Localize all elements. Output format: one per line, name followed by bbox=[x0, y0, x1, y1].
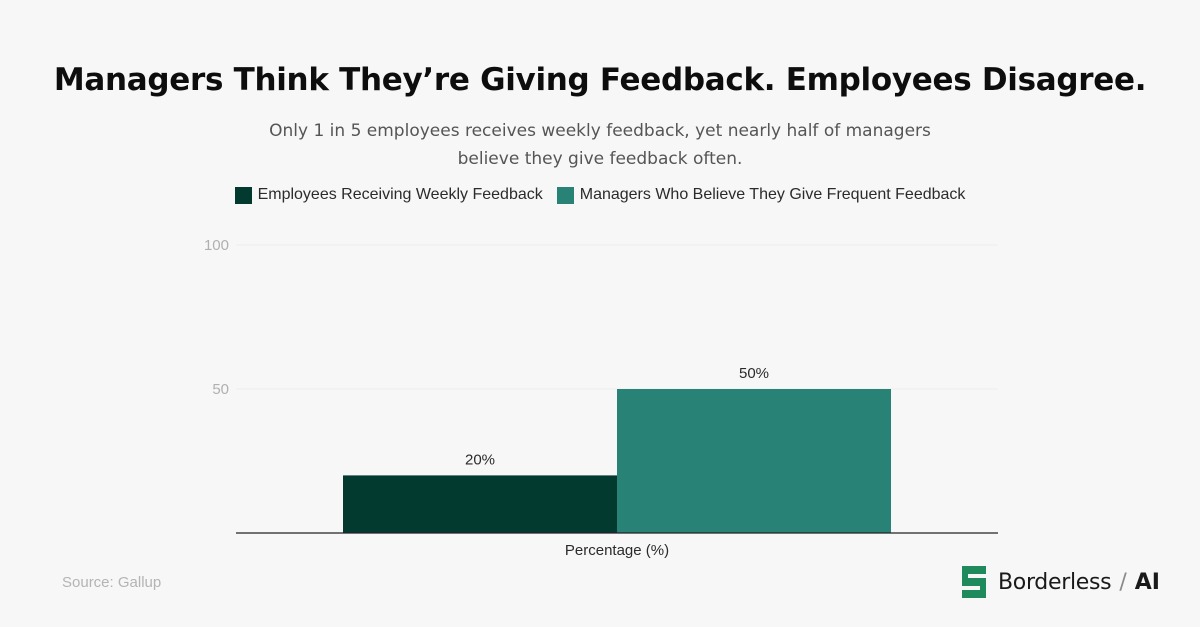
brand-suffix: AI bbox=[1134, 569, 1160, 595]
bar-employees[interactable] bbox=[343, 475, 617, 533]
page-subtitle: Only 1 in 5 employees receives weekly fe… bbox=[250, 117, 950, 173]
data-label-employees: 20% bbox=[465, 451, 495, 468]
borderless-logo-icon bbox=[962, 566, 986, 598]
legend-swatch-managers bbox=[556, 186, 574, 204]
subtitle-line-1: Only 1 in 5 employees receives weekly fe… bbox=[269, 121, 931, 141]
legend-swatch-employees bbox=[234, 186, 252, 204]
legend-item-employees[interactable]: Employees Receiving Weekly Feedback bbox=[234, 186, 543, 204]
subtitle-line-2: believe they give feedback often. bbox=[457, 149, 743, 169]
legend-label-managers: Managers Who Believe They Give Frequent … bbox=[579, 186, 966, 203]
x-axis-label: Percentage (%) bbox=[565, 542, 669, 559]
legend-item-managers[interactable]: Managers Who Believe They Give Frequent … bbox=[556, 186, 966, 204]
source-note: Source: Gallup bbox=[62, 574, 162, 591]
legend-label-employees: Employees Receiving Weekly Feedback bbox=[257, 186, 543, 203]
bar-managers[interactable] bbox=[617, 389, 891, 533]
y-tick-50: 50 bbox=[212, 381, 229, 398]
page-title: Managers Think They’re Giving Feedback. … bbox=[53, 62, 1147, 98]
brand-logo[interactable]: Borderless / AI bbox=[962, 566, 1160, 598]
chart-legend: Employees Receiving Weekly Feedback Mana… bbox=[0, 186, 1200, 204]
brand-name: Borderless bbox=[998, 569, 1112, 595]
data-label-managers: 50% bbox=[739, 365, 769, 382]
y-tick-100: 100 bbox=[204, 237, 229, 254]
brand-separator: / bbox=[1119, 569, 1127, 595]
